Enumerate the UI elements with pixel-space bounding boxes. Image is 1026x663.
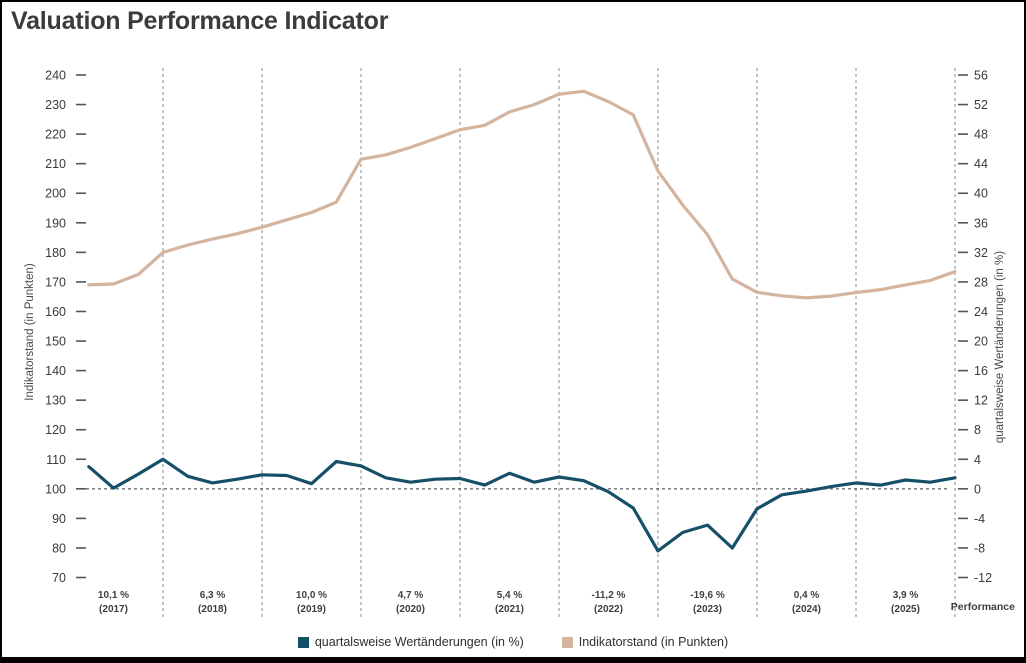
left-tick-label: 100 — [45, 482, 66, 496]
year-label: (2019) — [297, 604, 326, 615]
year-performance-label: 4,7 % — [398, 590, 424, 601]
indicator-level-swatch — [561, 636, 573, 648]
right-axis-title: quartalsweise Wertänderungen (in %) — [994, 251, 1006, 443]
series-quarterly-changes — [87, 457, 957, 553]
left-axis-title: Indikatorstand (in Punkten) — [24, 263, 36, 401]
left-tick-label: 160 — [45, 305, 66, 319]
legend-label: quartalsweise Wertänderungen (in %) — [314, 635, 524, 649]
right-tick-label: 48 — [974, 128, 988, 142]
left-tick-label: 150 — [45, 335, 66, 349]
year-label: (2020) — [396, 604, 425, 615]
right-tick-label: -4 — [974, 512, 985, 526]
legend-item-quarterly-changes[interactable]: quartalsweise Wertänderungen (in %) — [297, 635, 524, 649]
right-tick-label: 20 — [974, 335, 988, 349]
left-tick-label: 90 — [52, 512, 66, 526]
year-performance-label: 6,3 % — [200, 590, 226, 601]
right-tick-label: 16 — [974, 364, 988, 378]
right-tick-label: 36 — [974, 216, 988, 230]
left-tick-label: 170 — [45, 275, 66, 289]
legend-item-indicator-level[interactable]: Indikatorstand (in Punkten) — [561, 635, 729, 649]
year-performance-label: 10,1 % — [98, 590, 129, 601]
year-performance-label: -19,6 % — [690, 590, 725, 601]
left-tick-label: 190 — [45, 216, 66, 230]
left-tick-label: 70 — [52, 571, 66, 585]
right-tick-label: 32 — [974, 246, 988, 260]
legend-label: Indikatorstand (in Punkten) — [578, 635, 729, 649]
left-tick-label: 220 — [45, 128, 66, 142]
chart-title: Valuation Performance Indicator — [11, 7, 389, 35]
legend: quartalsweise Wertänderungen (in %) Indi… — [2, 635, 1024, 649]
right-tick-label: 56 — [974, 69, 988, 83]
right-tick-label: 12 — [974, 394, 988, 408]
left-tick-label: 110 — [46, 453, 66, 467]
right-tick-label: 0 — [974, 482, 981, 496]
series-indicator-level — [87, 89, 957, 300]
year-performance-label: 10,0 % — [296, 590, 327, 601]
right-tick-label: 24 — [974, 305, 988, 319]
quarterly-changes-swatch — [297, 636, 309, 648]
left-tick-label: 120 — [45, 423, 66, 437]
left-tick-label: 230 — [45, 98, 66, 112]
year-label: (2022) — [594, 604, 623, 615]
performance-axis-note: Performance — [951, 601, 1015, 613]
right-tick-label: 28 — [974, 275, 988, 289]
year-performance-label: 0,4 % — [794, 590, 820, 601]
year-performance-label: 3,9 % — [893, 590, 919, 601]
right-tick-label: 8 — [974, 423, 981, 437]
left-tick-label: 210 — [45, 157, 66, 171]
left-tick-label: 130 — [45, 394, 66, 408]
right-tick-label: 4 — [974, 453, 981, 467]
year-label: (2024) — [792, 604, 821, 615]
year-label: (2017) — [99, 604, 128, 615]
year-label: (2023) — [693, 604, 722, 615]
right-tick-label: 44 — [974, 157, 988, 171]
year-label: (2021) — [495, 604, 524, 615]
year-performance-label: 5,4 % — [497, 590, 523, 601]
year-label: (2018) — [198, 604, 227, 615]
right-tick-label: -8 — [974, 541, 985, 555]
left-tick-label: 140 — [45, 364, 66, 378]
left-tick-label: 240 — [45, 69, 66, 83]
right-tick-label: -12 — [974, 571, 992, 585]
right-tick-label: 40 — [974, 187, 988, 201]
left-tick-label: 200 — [45, 187, 66, 201]
left-tick-label: 80 — [52, 541, 66, 555]
right-tick-label: 52 — [974, 98, 988, 112]
year-performance-label: -11,2 % — [592, 590, 626, 601]
left-tick-label: 180 — [45, 246, 66, 260]
year-label: (2025) — [891, 604, 920, 615]
